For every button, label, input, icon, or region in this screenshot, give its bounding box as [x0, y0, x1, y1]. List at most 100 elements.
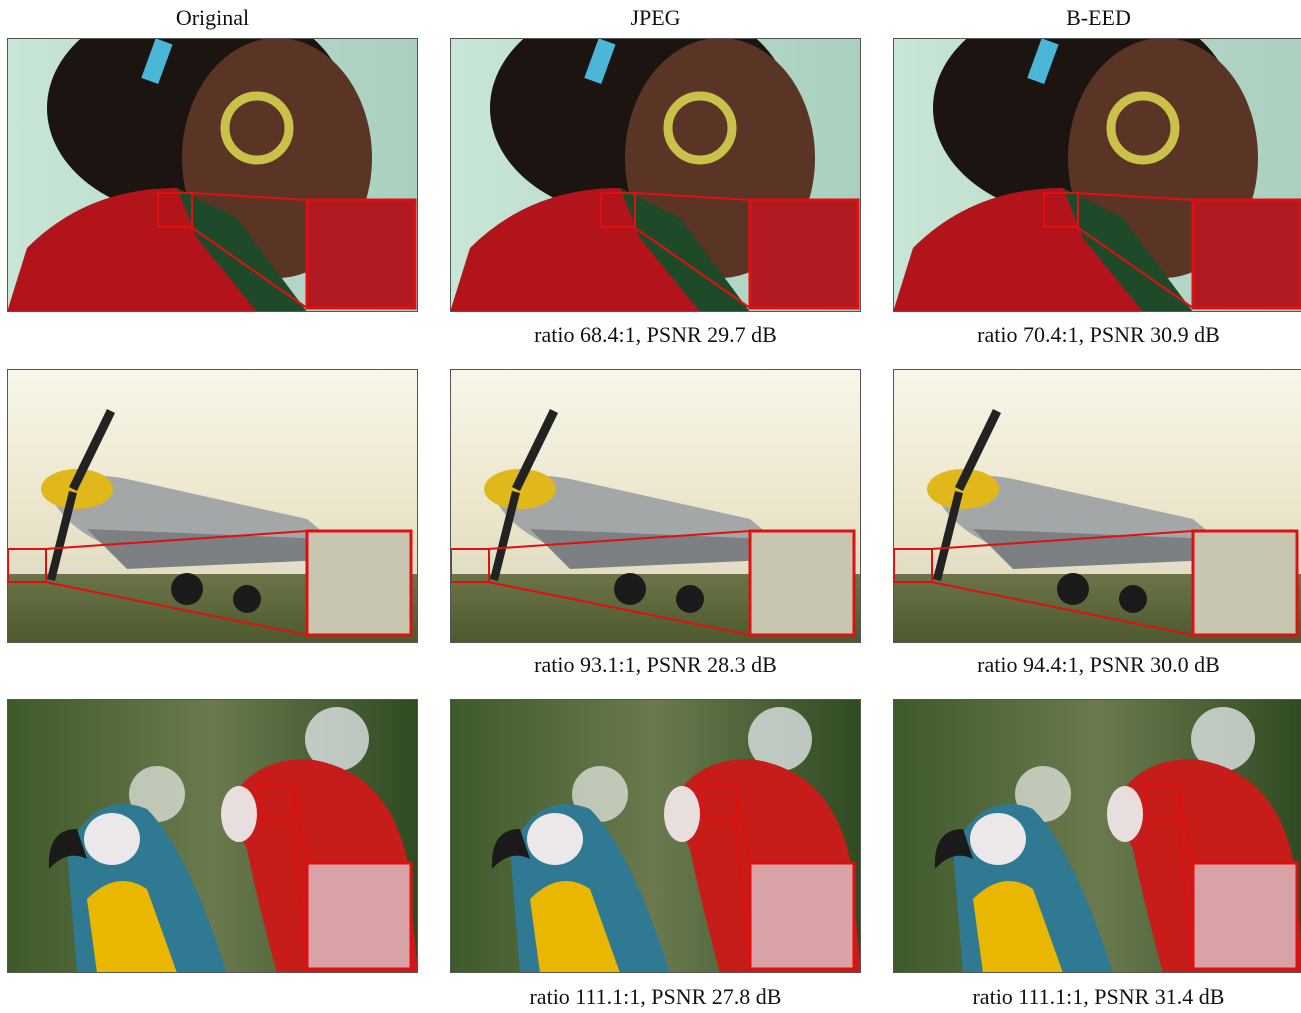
zoom-source [600, 192, 636, 228]
dark-beak [491, 829, 530, 869]
wheel [614, 573, 646, 605]
beak [221, 786, 257, 842]
eye-ring [1106, 91, 1180, 165]
image-border [7, 699, 418, 973]
zoom-connector [1177, 784, 1194, 864]
zoom-source [258, 784, 294, 820]
zoom-inset [1193, 200, 1301, 308]
wheel [1057, 573, 1089, 605]
zoom-inset [750, 863, 854, 969]
ribbon [141, 38, 173, 84]
image [893, 699, 1301, 973]
yellow-chest [87, 881, 177, 973]
image [893, 0, 1301, 312]
zoom-source [1043, 192, 1079, 228]
image [450, 369, 861, 643]
propeller [47, 409, 115, 581]
zoom-connector [44, 530, 308, 550]
face-patch [970, 813, 1026, 865]
image-border [893, 699, 1301, 973]
zoom-frame [748, 861, 856, 971]
column-header: Original [175, 5, 250, 30]
image [7, 699, 418, 973]
zoom-connector [734, 818, 751, 970]
caption: ratio 68.4:1, PSNR 29.7 dB [534, 322, 777, 347]
beak [664, 786, 700, 842]
zoom-connector [734, 784, 751, 864]
zoom-connector [190, 192, 308, 201]
image-border [450, 38, 861, 312]
dark-beak [48, 829, 87, 869]
image [7, 0, 418, 312]
zoom-frame [748, 529, 856, 637]
caption: ratio 94.4:1, PSNR 30.0 dB [977, 652, 1220, 677]
image-canvas [450, 699, 861, 973]
caption: ratio 111.1:1, PSNR 27.8 dB [529, 984, 782, 1009]
zoom-inset [307, 531, 411, 635]
zoom-frame [748, 198, 860, 310]
wheel [171, 573, 203, 605]
zoom-connector [1076, 192, 1194, 201]
zoom-source [701, 784, 737, 820]
zoom-connector [291, 818, 308, 970]
zoom-inset [750, 531, 854, 635]
zoom-connector [633, 226, 751, 309]
image-canvas [893, 369, 1301, 643]
yellow-chest [530, 881, 620, 973]
image [450, 699, 861, 973]
zoom-inset [307, 200, 415, 308]
zoom-inset [1193, 531, 1297, 635]
image-canvas [7, 699, 418, 973]
caption: ratio 93.1:1, PSNR 28.3 dB [534, 652, 777, 677]
image-border [450, 699, 861, 973]
collar [177, 188, 307, 312]
zoom-connector [44, 581, 308, 636]
column-header: JPEG [630, 5, 681, 30]
bokeh [748, 707, 812, 771]
zoom-connector [1076, 226, 1194, 309]
ribbon [1027, 38, 1059, 84]
image-border [450, 369, 861, 643]
caption: ratio 111.1:1, PSNR 31.4 dB [972, 984, 1225, 1009]
zoom-frame [305, 529, 413, 637]
face-patch [84, 813, 140, 865]
ribbon [584, 38, 616, 84]
zoom-connector [930, 530, 1194, 550]
image-canvas [7, 0, 418, 312]
column-header: B-EED [1066, 5, 1131, 30]
image-canvas [893, 699, 1301, 973]
beak [1107, 786, 1143, 842]
wheel [1119, 585, 1147, 613]
propeller [933, 409, 1001, 581]
image-border [893, 369, 1301, 643]
image-border [893, 38, 1301, 312]
image [7, 369, 418, 643]
face-patch [527, 813, 583, 865]
bokeh [1191, 707, 1255, 771]
image [893, 369, 1301, 643]
zoom-connector [487, 581, 751, 636]
zoom-frame [305, 861, 413, 971]
zoom-inset [750, 200, 858, 308]
zoom-source [1144, 784, 1180, 820]
image-border [7, 38, 418, 312]
image [450, 0, 861, 312]
image-canvas [7, 369, 418, 643]
zoom-frame [1191, 529, 1299, 637]
yellow-chest [973, 881, 1063, 973]
image-canvas [893, 0, 1301, 312]
collar [620, 188, 750, 312]
wheel [233, 585, 261, 613]
zoom-connector [487, 530, 751, 550]
zoom-connector [1177, 818, 1194, 970]
collar [1063, 188, 1193, 312]
zoom-frame [305, 198, 417, 310]
image-border [7, 369, 418, 643]
zoom-connector [291, 784, 308, 864]
eye-ring [663, 91, 737, 165]
wing [87, 529, 347, 569]
zoom-frame [1191, 861, 1299, 971]
wheel [676, 585, 704, 613]
zoom-source [157, 192, 193, 228]
